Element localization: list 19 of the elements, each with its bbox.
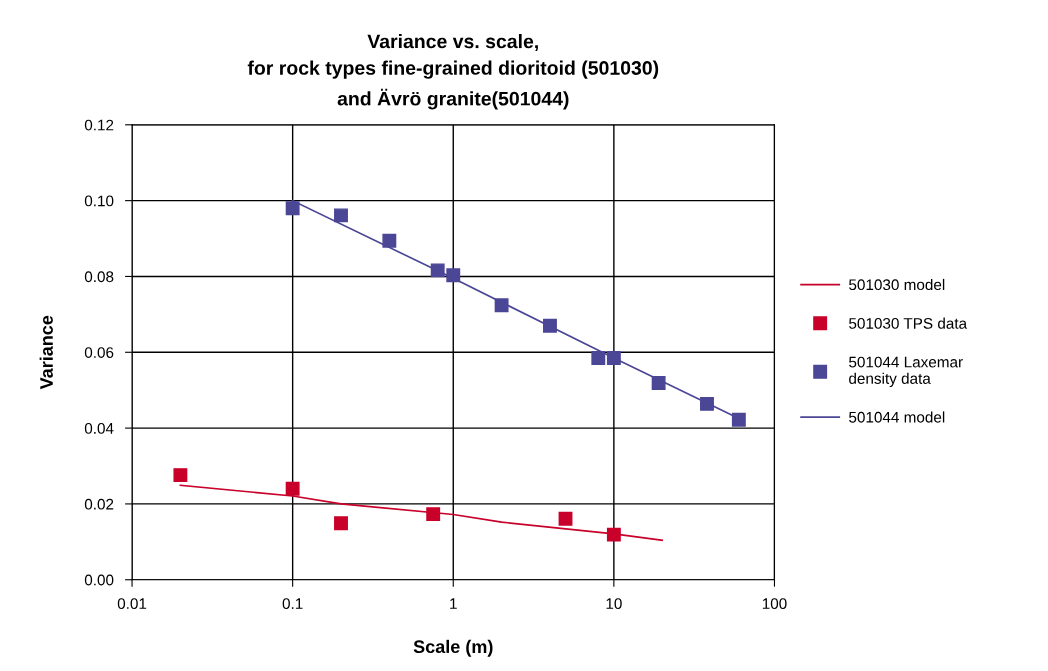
y-tick-label: 0.00 [84,574,114,586]
legend-label: 501044 model [849,411,945,423]
x-tick-label: 10 [606,598,622,610]
legend-label: 501044 Laxemar density data [849,356,963,387]
x-tick-label: 0.1 [282,598,303,610]
y-tick-label: 0.02 [84,498,114,510]
chart-title: Variance vs. scale, for rock types fine-grained dioritoid (501030) and Ävrö granite(501044) [247,34,659,110]
y-tick-label: 0.04 [84,422,114,434]
y-tick-label: 0.06 [84,347,114,358]
x-axis-title: Scale (m) [413,639,493,657]
legend-label: 501030 model [849,278,945,291]
y-axis-title: Variance [39,315,53,390]
x-tick-label: 0.01 [117,598,147,610]
x-tick-label: 1 [450,598,457,609]
y-tick-label: 0.10 [84,195,114,207]
legend-label: 501030 TPS data [849,317,968,329]
x-tick-label: 100 [762,598,787,610]
y-tick-label: 0.08 [84,271,114,283]
y-tick-label: 0.12 [84,119,114,131]
